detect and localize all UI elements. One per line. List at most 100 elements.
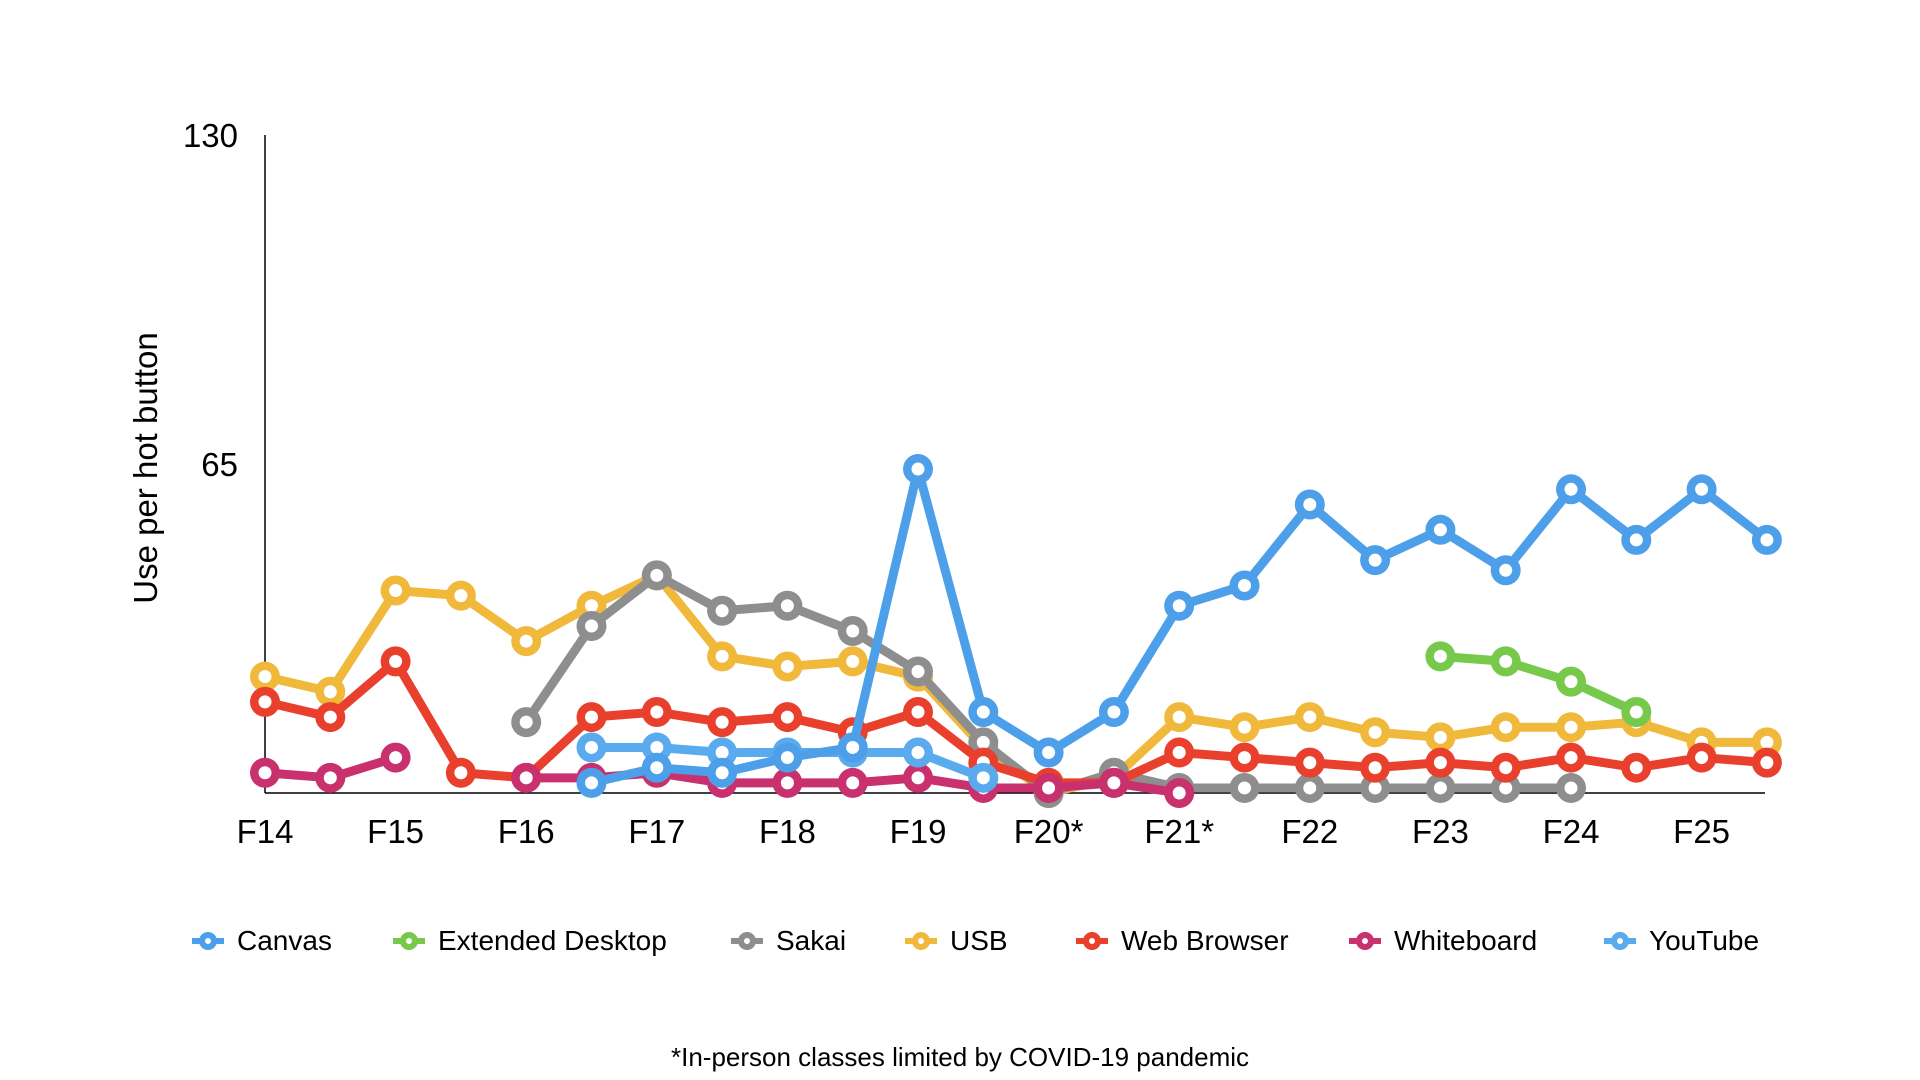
series-canvas <box>576 454 1782 798</box>
data-point-center <box>1042 746 1056 760</box>
data-point-center <box>1172 786 1186 800</box>
data-point-center <box>454 589 468 603</box>
legend-marker <box>1349 932 1381 950</box>
legend-label: Canvas <box>237 925 332 956</box>
chart-axes <box>264 135 1765 794</box>
data-point-center <box>585 776 598 790</box>
data-point-center <box>1564 751 1578 765</box>
y-tick-label: 130 <box>183 117 238 154</box>
footnote: *In-person classes limited by COVID-19 p… <box>670 1042 1250 1072</box>
data-point-center <box>1499 781 1513 795</box>
data-point-center <box>1303 710 1317 724</box>
data-point-center <box>585 710 598 724</box>
data-point-center <box>1238 578 1251 592</box>
data-point-center <box>258 766 272 780</box>
x-tick-label: F18 <box>759 813 816 850</box>
data-point-center <box>1368 761 1382 775</box>
data-point-center <box>585 619 598 633</box>
data-point-center <box>1499 654 1513 668</box>
data-point-center <box>1368 553 1382 567</box>
data-point-center <box>846 740 860 754</box>
data-point-center <box>846 776 860 790</box>
series-extended-desktop <box>1425 641 1652 728</box>
x-tick-label: F20* <box>1014 813 1084 850</box>
legend-label: USB <box>950 925 1008 956</box>
data-point-center <box>1760 533 1774 547</box>
data-point-center <box>1238 781 1251 795</box>
data-point-center <box>389 654 403 668</box>
data-point-center <box>911 462 925 476</box>
legend-label: Sakai <box>776 925 847 956</box>
legend-label: Whiteboard <box>1394 925 1538 956</box>
legend-item-sakai: Sakai <box>731 916 847 966</box>
data-point-center <box>1238 720 1251 734</box>
data-point-center <box>780 659 794 673</box>
data-point-center <box>715 649 729 663</box>
data-point-center <box>1433 781 1447 795</box>
legend-marker <box>731 932 763 950</box>
data-point-center <box>780 776 794 790</box>
data-point-center <box>323 685 337 699</box>
data-point-center <box>715 604 729 618</box>
data-point-center <box>1172 599 1186 613</box>
data-point-center <box>1368 725 1382 739</box>
legend-label: Extended Desktop <box>438 925 667 956</box>
legend-item-extended-desktop: Extended Desktop <box>393 916 667 966</box>
data-point-center <box>911 746 925 760</box>
data-point-center <box>1629 705 1643 719</box>
legend-item-canvas: Canvas <box>192 916 332 966</box>
data-point-center <box>585 599 598 613</box>
legend-item-web-browser: Web Browser <box>1076 916 1289 966</box>
data-point-center <box>715 766 729 780</box>
data-point-center <box>650 761 664 775</box>
data-point-center <box>846 654 860 668</box>
legend-item-usb: USB <box>905 916 1008 966</box>
legend-item-whiteboard: Whiteboard <box>1349 916 1538 966</box>
data-point-center <box>780 751 794 765</box>
legend-marker <box>192 932 224 950</box>
legend-label: YouTube <box>1649 925 1760 956</box>
x-tick-label: F24 <box>1543 813 1600 850</box>
data-point-center <box>780 710 794 724</box>
data-point-center <box>911 771 925 785</box>
data-point-center <box>1629 533 1643 547</box>
data-point-center <box>1303 781 1317 795</box>
data-point-center <box>519 771 533 785</box>
y-tick-label: 65 <box>201 446 238 483</box>
data-point-center <box>1368 781 1382 795</box>
data-point-center <box>1107 705 1121 719</box>
data-point-center <box>1172 710 1186 724</box>
data-point-center <box>846 624 860 638</box>
data-point-center <box>389 584 403 598</box>
data-point-center <box>715 715 729 729</box>
data-point-center <box>1564 781 1578 795</box>
data-point-center <box>1433 649 1447 663</box>
data-point-center <box>258 670 272 684</box>
x-tick-label: F19 <box>890 813 947 850</box>
data-point-center <box>650 740 664 754</box>
data-point-center <box>650 568 664 582</box>
data-point-center <box>454 766 468 780</box>
data-point-center <box>1695 751 1709 765</box>
data-point-center <box>1172 746 1186 760</box>
series-line <box>1435 651 1641 717</box>
series-layer <box>250 454 1782 808</box>
x-tick-label: F25 <box>1673 813 1730 850</box>
data-point-center <box>1760 756 1774 770</box>
legend-marker <box>1604 932 1636 950</box>
data-point-center <box>1499 720 1513 734</box>
x-tick-label: F22 <box>1281 813 1338 850</box>
data-point-center <box>1499 761 1513 775</box>
data-point-center <box>976 705 990 719</box>
x-tick-label: F14 <box>237 813 294 850</box>
data-point-center <box>1564 720 1578 734</box>
data-point-center <box>1433 756 1447 770</box>
data-point-center <box>1303 756 1317 770</box>
legend-label: Web Browser <box>1121 925 1289 956</box>
legend: Canvas Extended Desktop Sakai USB Web Browse… <box>0 916 1920 966</box>
y-axis-title: Use per hot button <box>127 332 164 604</box>
x-tick-label: F23 <box>1412 813 1469 850</box>
x-tick-label: F16 <box>498 813 555 850</box>
data-point-center <box>1107 776 1121 790</box>
